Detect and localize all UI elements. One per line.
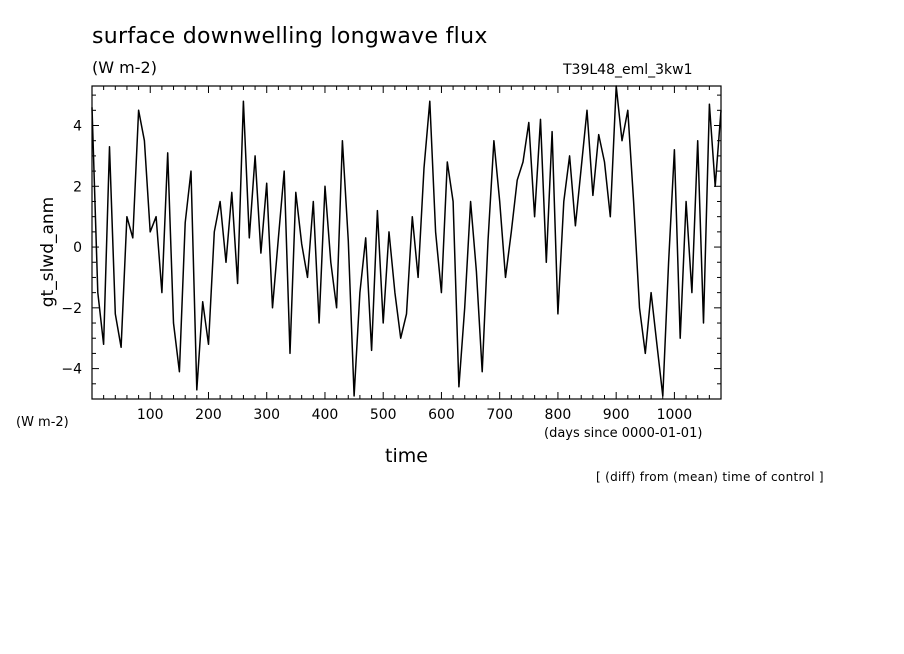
y-tick-label: 4 — [73, 119, 82, 135]
x-tick-label: 900 — [603, 407, 630, 423]
comparison-note: [ (diff) from (mean) time of control ] — [596, 470, 824, 484]
series-line — [91, 85, 722, 397]
run-label: T39L48_eml_3kw1 — [563, 62, 693, 78]
y-tick-label: 2 — [73, 179, 82, 195]
x-tick-label: 700 — [486, 407, 513, 423]
plot-area: 100 200 300 400 500 600 700 800 900 1000 −4 −2 0 2 4 — [61, 85, 722, 423]
chart-title: surface downwelling longwave flux — [92, 24, 488, 49]
x-tick-label: 200 — [195, 407, 222, 423]
y-tick-label: 0 — [73, 240, 82, 256]
y-units-label: (W m-2) — [16, 415, 69, 430]
x-tick-label: 600 — [428, 407, 455, 423]
plot-frame — [91, 85, 722, 400]
x-tick-label: 1000 — [657, 407, 693, 423]
y-tick-label: −2 — [61, 301, 82, 317]
x-tick-label: 100 — [137, 407, 164, 423]
x-tick-label: 800 — [545, 407, 572, 423]
units-label: (W m-2) — [92, 58, 157, 77]
x-tick-label: 300 — [253, 407, 280, 423]
x-tick-label: 400 — [312, 407, 339, 423]
x-axis-label: time — [385, 445, 428, 467]
x-units-label: (days since 0000-01-01) — [544, 426, 703, 441]
x-tick-label: 500 — [370, 407, 397, 423]
y-tick-label: −4 — [61, 362, 82, 378]
